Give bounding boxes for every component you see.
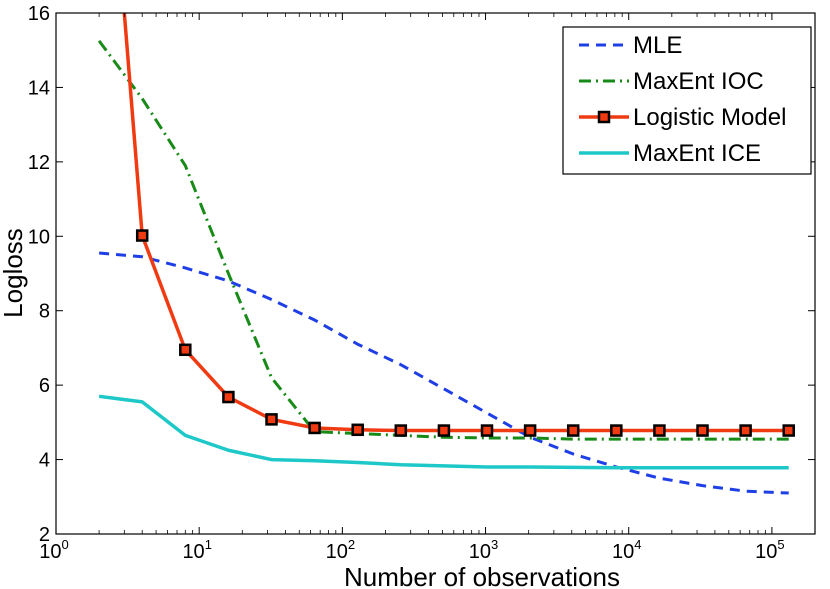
y-tick-label: 14 bbox=[28, 77, 50, 99]
logistic-model-marker bbox=[179, 343, 192, 357]
legend-label: MLE bbox=[633, 32, 682, 59]
logistic-model-marker bbox=[394, 424, 408, 437]
logistic-model-marker bbox=[480, 424, 494, 437]
logistic-model-marker bbox=[265, 413, 278, 426]
y-tick-label: 2 bbox=[39, 524, 50, 546]
logistic-model-marker bbox=[610, 424, 623, 437]
x-tick-label: 104 bbox=[612, 537, 641, 563]
logistic-model-marker bbox=[523, 424, 537, 437]
y-tick-label: 8 bbox=[39, 301, 50, 323]
series-line-mle bbox=[98, 251, 789, 495]
legend-box bbox=[562, 26, 812, 175]
logistic-model-marker bbox=[739, 424, 752, 437]
logistic-model-marker bbox=[566, 424, 580, 437]
x-tick-label: 105 bbox=[755, 537, 784, 563]
x-tick-label: 101 bbox=[182, 537, 211, 563]
logistic-model-marker bbox=[437, 424, 451, 437]
logistic-model-marker bbox=[696, 424, 709, 437]
legend: MLE MaxEnt IOC Logistic Model MaxEnt ICE bbox=[562, 26, 812, 175]
x-tick-label: 100 bbox=[39, 537, 68, 563]
logistic-model-marker bbox=[222, 390, 235, 404]
logistic-model-marker bbox=[308, 421, 321, 435]
logistic-model-marker bbox=[135, 229, 149, 242]
y-tick-label: 12 bbox=[28, 152, 50, 174]
legend-label: Logistic Model bbox=[633, 104, 786, 131]
plot-frame bbox=[55, 12, 816, 535]
y-axis-title: Logloss bbox=[0, 228, 28, 318]
legend-label: MaxEnt IOC bbox=[633, 68, 764, 95]
legend-label: MaxEnt ICE bbox=[633, 140, 761, 167]
y-tick-label: 4 bbox=[39, 450, 50, 472]
y-tick-label: 6 bbox=[39, 375, 50, 397]
x-tick-label: 103 bbox=[469, 537, 498, 563]
y-tick-label: 10 bbox=[28, 226, 50, 248]
logistic-model-marker bbox=[653, 424, 666, 437]
logistic-model-marker bbox=[351, 423, 364, 437]
series-line-maxent-ice bbox=[98, 394, 789, 470]
y-tick-label: 16 bbox=[28, 3, 50, 25]
ticks-layer: 2 4 6 8 10 12 14 16 100 101 102 103 104 105 bbox=[28, 3, 815, 563]
logistic-model-marker bbox=[782, 424, 795, 437]
x-axis-title: Number of observations bbox=[344, 562, 620, 589]
series-line-logistic-model bbox=[122, 13, 789, 433]
legend-marker bbox=[597, 110, 611, 124]
series-line-maxent-ioc bbox=[97, 40, 789, 441]
x-tick-label: 102 bbox=[326, 537, 355, 563]
series-layer bbox=[97, 13, 795, 495]
